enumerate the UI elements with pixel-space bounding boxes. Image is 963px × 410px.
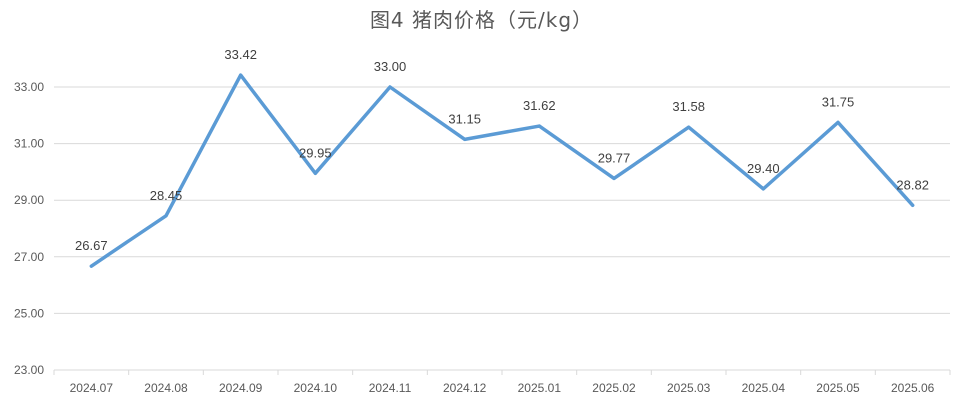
data-label: 28.82 [896,177,929,192]
x-tick-label: 2025.04 [742,381,786,395]
data-point [313,171,317,175]
data-point [388,85,392,89]
data-label: 31.62 [523,98,556,113]
y-tick-label: 29.00 [14,193,44,207]
data-label: 31.75 [822,94,855,109]
series-line [89,73,915,268]
data-point [463,137,467,141]
x-tick-label: 2024.10 [294,381,338,395]
data-label: 33.42 [224,47,257,62]
x-tick-label: 2025.02 [592,381,636,395]
data-point [537,124,541,128]
data-point [687,125,691,129]
x-tick-label: 2025.06 [891,381,935,395]
y-tick-label: 31.00 [14,137,44,151]
data-point [911,203,915,207]
data-label: 29.40 [747,161,780,176]
chart-title: 图4 猪肉价格（元/kg） [369,8,594,32]
x-tick-label: 2024.08 [144,381,188,395]
data-point [164,214,168,218]
x-tick-label: 2025.01 [518,381,562,395]
y-tick-label: 25.00 [14,306,44,320]
x-tick-label: 2025.03 [667,381,711,395]
x-tick-label: 2025.05 [816,381,860,395]
data-label: 29.95 [299,145,332,160]
data-label: 28.45 [150,188,183,203]
data-point [761,187,765,191]
data-point [239,73,243,77]
data-point [89,264,93,268]
data-label: 33.00 [374,59,407,74]
x-tick-label: 2024.09 [219,381,263,395]
data-point [836,120,840,124]
y-tick-label: 33.00 [14,80,44,94]
y-tick-label: 27.00 [14,250,44,264]
data-point [612,176,616,180]
data-label: 26.67 [75,238,108,253]
x-tick-label: 2024.07 [70,381,114,395]
data-label: 31.15 [448,111,481,126]
x-tick-label: 2024.11 [369,381,412,395]
y-tick-label: 23.00 [14,363,44,377]
x-tick-label: 2024.12 [443,381,487,395]
data-label: 31.58 [672,99,705,114]
data-label: 29.77 [598,150,631,165]
